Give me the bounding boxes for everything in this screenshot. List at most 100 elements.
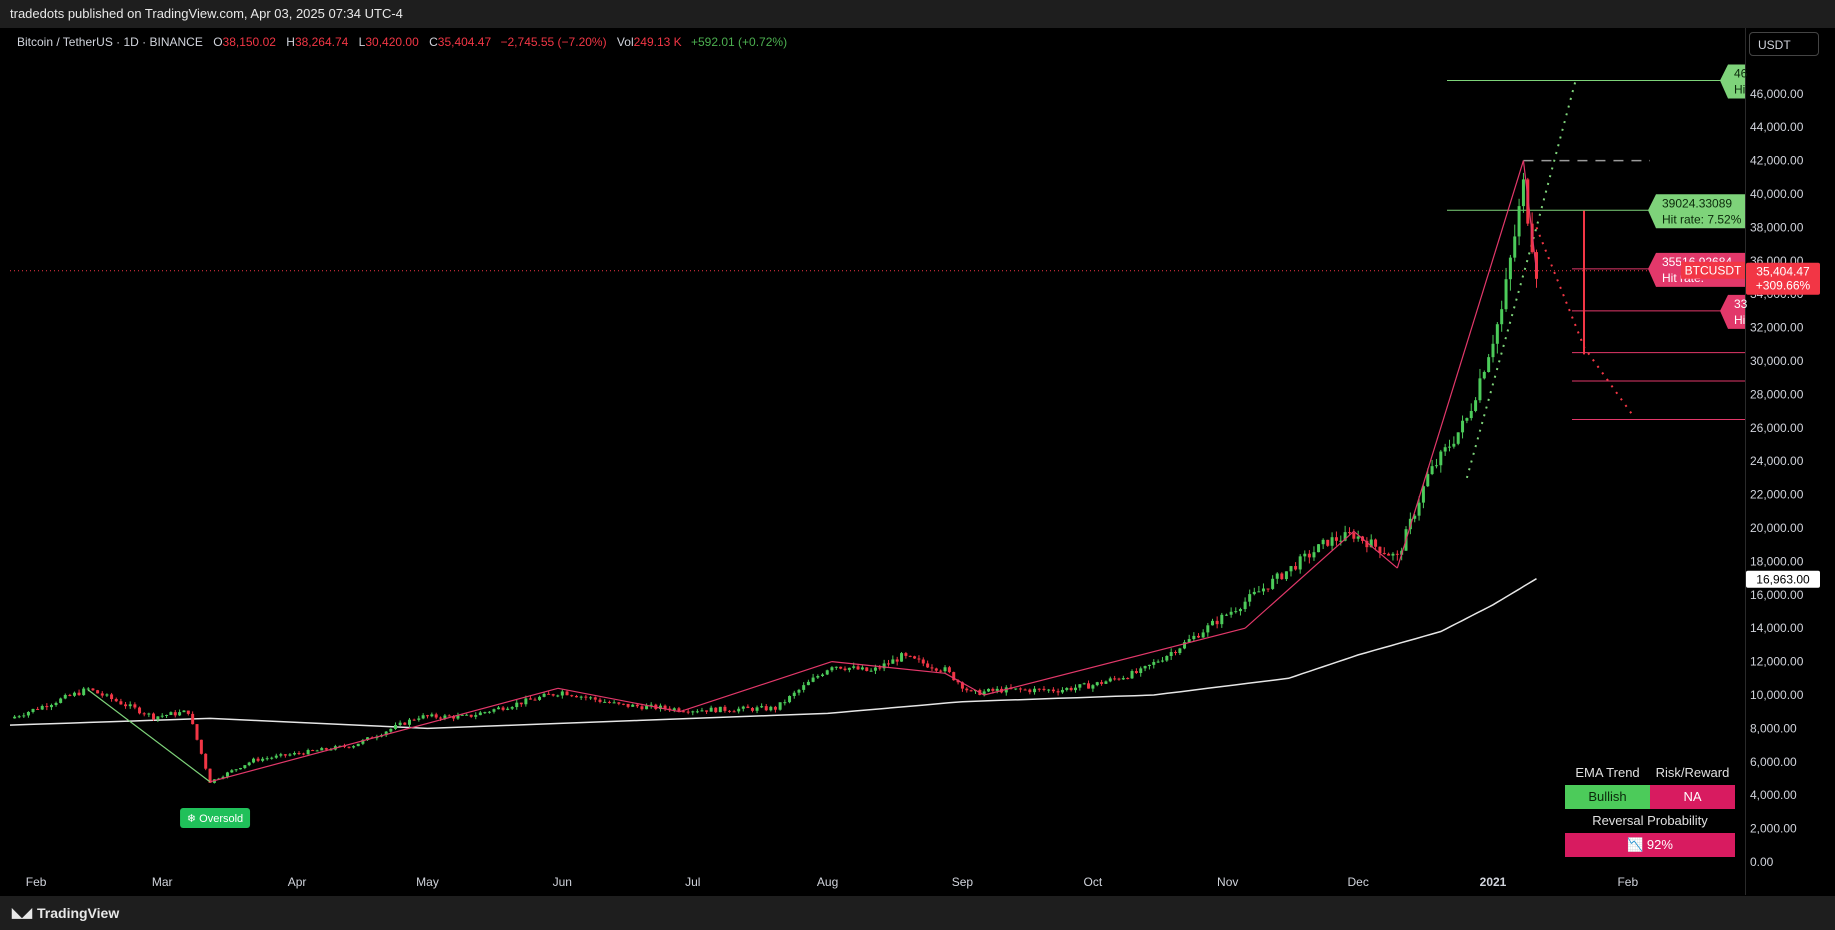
candle-body	[347, 746, 351, 748]
footer-bar: ◣◢ TradingView	[0, 896, 1835, 930]
candle-body	[1521, 179, 1525, 207]
candle-body	[969, 690, 973, 692]
y-tick-label: 44,000.00	[1750, 120, 1804, 134]
candle-body	[1100, 682, 1104, 684]
candle-body	[1378, 546, 1382, 554]
y-tick-label: 40,000.00	[1750, 187, 1804, 201]
candle-body	[1042, 688, 1046, 690]
candle-body	[261, 758, 265, 761]
y-tick-label: 12,000.00	[1750, 655, 1804, 669]
x-tick-label: 2021	[1480, 875, 1507, 889]
symbol-label[interactable]: Bitcoin / TetherUS · 1D · BINANCE	[17, 35, 203, 49]
last-price-tag	[1746, 262, 1820, 295]
candle-body	[913, 656, 917, 659]
candle-body	[191, 713, 195, 725]
candle-body	[852, 666, 856, 668]
candle-body	[238, 768, 242, 770]
chart-panel[interactable]	[10, 28, 1745, 895]
candle-body	[1183, 642, 1187, 649]
candle-body	[1417, 502, 1421, 516]
candle-body	[778, 702, 782, 710]
candle-body	[783, 702, 787, 704]
candle-body	[91, 688, 95, 691]
candle-body	[1257, 591, 1261, 593]
candle-body	[1014, 688, 1018, 690]
candle-body	[939, 670, 943, 672]
candle-body	[452, 716, 456, 719]
y-tick-label: 42,000.00	[1750, 154, 1804, 168]
y-tick-label: 32,000.00	[1750, 321, 1804, 335]
x-tick-label: Aug	[817, 875, 838, 889]
candle-body	[1065, 687, 1069, 690]
candle-body	[1303, 553, 1307, 557]
candle-body	[40, 706, 44, 710]
zigzag-segment	[209, 687, 559, 783]
zigzag-segment	[1353, 530, 1398, 569]
y-tick-label: 24,000.00	[1750, 454, 1804, 468]
candle-body	[709, 707, 713, 712]
candle-body	[1491, 343, 1495, 358]
candle-body	[302, 753, 306, 755]
oversold-label: ❄ Oversold	[187, 813, 243, 825]
candle-body	[987, 688, 991, 692]
candle-body	[114, 699, 118, 702]
candle-body	[1352, 533, 1356, 539]
tradingview-logo-icon: ◣◢	[12, 905, 32, 920]
candle-body	[821, 674, 825, 676]
high-value: 38,264.74	[294, 35, 349, 49]
candle-body	[283, 754, 287, 756]
tradingview-brand[interactable]: ◣◢ TradingView	[12, 905, 119, 921]
candle-body	[1439, 451, 1443, 466]
candle-body	[1243, 601, 1247, 610]
candle-body	[501, 707, 505, 710]
candle-body	[718, 706, 722, 713]
candle-body	[621, 703, 625, 705]
volume-value: 249.13 K	[633, 35, 682, 49]
candle-body	[329, 749, 333, 751]
candle-body	[598, 699, 602, 702]
candle-body	[737, 708, 741, 712]
y-tick-label: 28,000.00	[1750, 387, 1804, 401]
y-tick-label: 6,000.00	[1750, 755, 1797, 769]
candle-body	[1261, 588, 1265, 592]
candle-body	[700, 710, 704, 712]
zigzag-segment	[679, 661, 833, 713]
candle-body	[773, 706, 777, 710]
candle-body	[755, 707, 759, 711]
open-label: O	[213, 35, 223, 49]
currency-button[interactable]: USDT	[1749, 32, 1819, 56]
candle-body	[315, 750, 319, 752]
candle-body	[816, 675, 820, 678]
zigzag-segment	[984, 627, 1246, 696]
candle-body	[311, 750, 315, 752]
candle-body	[270, 757, 274, 759]
candle-body	[1513, 236, 1517, 258]
candle-body	[865, 667, 869, 671]
candle-body	[626, 703, 630, 707]
candle-body	[1387, 553, 1391, 556]
target-hit-label: Hi	[1734, 313, 1745, 327]
zigzag-segment	[1522, 160, 1538, 271]
candle-body	[1174, 652, 1178, 654]
candle-body	[1047, 689, 1051, 691]
candle-body	[551, 694, 555, 696]
candle-body	[434, 714, 438, 718]
candle-body	[607, 701, 611, 703]
ema-trend-value: Bullish	[1565, 785, 1650, 809]
candle-body	[49, 705, 53, 708]
low-label: L	[358, 35, 366, 49]
candle-body	[603, 701, 607, 703]
candle-body	[274, 755, 278, 758]
candle-body	[86, 688, 90, 690]
y-tick-label: 14,000.00	[1750, 621, 1804, 635]
last-price-value: 35,404.47	[1756, 265, 1810, 279]
candle-body	[182, 710, 186, 713]
candle-body	[1474, 400, 1478, 411]
y-tick-label: 8,000.00	[1750, 721, 1797, 735]
price-axis[interactable]	[1745, 28, 1835, 895]
candle-body	[1069, 687, 1073, 691]
candle-body	[1426, 474, 1430, 487]
candle-body	[930, 667, 934, 669]
candle-body	[1037, 688, 1041, 690]
